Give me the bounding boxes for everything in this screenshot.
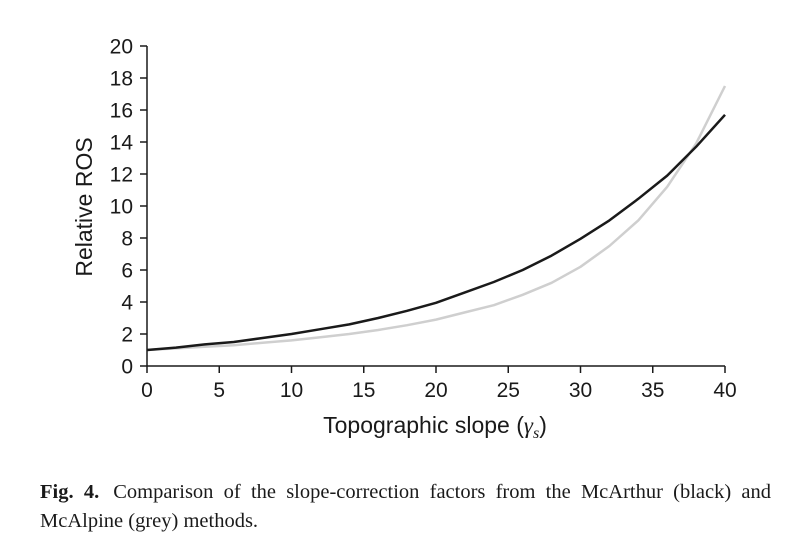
x-tick-label: 20 xyxy=(424,379,447,402)
y-axis-ticks: 0 2 4 6 8 10 12 14 16 18 20 xyxy=(110,36,147,379)
figure-number: Fig. 4. xyxy=(40,481,100,503)
x-tick-label: 5 xyxy=(213,379,225,402)
y-tick-label: 14 xyxy=(110,132,134,155)
x-tick-label: 25 xyxy=(497,379,520,402)
chart: 0 2 4 6 8 10 12 14 16 18 20 0 5 10 15 20 25 30 35 40 Relat… xyxy=(71,36,737,443)
y-tick-label: 8 xyxy=(121,228,133,251)
y-tick-label: 6 xyxy=(121,260,133,283)
y-tick-label: 20 xyxy=(110,36,133,59)
y-tick-label: 10 xyxy=(110,196,133,219)
x-axis-label-close: ) xyxy=(539,412,547,438)
x-tick-label: 10 xyxy=(280,379,303,402)
mcalpine-line xyxy=(146,85,727,352)
series-layer xyxy=(146,85,727,352)
x-tick-label: 15 xyxy=(352,379,375,402)
x-axis-ticks: 0 5 10 15 20 25 30 35 40 xyxy=(141,366,737,402)
x-tick-label: 35 xyxy=(641,379,664,402)
y-tick-label: 12 xyxy=(110,164,133,187)
y-tick-label: 4 xyxy=(121,292,133,315)
y-tick-label: 0 xyxy=(121,356,133,379)
x-axis-label-symbol: γ xyxy=(524,413,534,438)
x-tick-label: 30 xyxy=(569,379,592,402)
y-tick-label: 16 xyxy=(110,100,133,123)
y-tick-label: 18 xyxy=(110,68,133,91)
x-tick-label: 0 xyxy=(141,379,153,402)
y-tick-label: 2 xyxy=(121,324,133,347)
x-axis-label-text: Topographic slope ( xyxy=(323,412,524,438)
figure-caption: Fig. 4. Comparison of the slope-correctio… xyxy=(40,478,771,536)
mcarthur-line xyxy=(146,113,726,352)
x-axis-label-subscript: s xyxy=(533,425,539,442)
y-axis-label: Relative ROS xyxy=(71,137,97,276)
caption-text: Comparison of the slope-correction facto… xyxy=(40,481,772,532)
x-axis-label: Topographic slope (γs) xyxy=(323,412,547,442)
x-tick-label: 40 xyxy=(713,379,736,402)
